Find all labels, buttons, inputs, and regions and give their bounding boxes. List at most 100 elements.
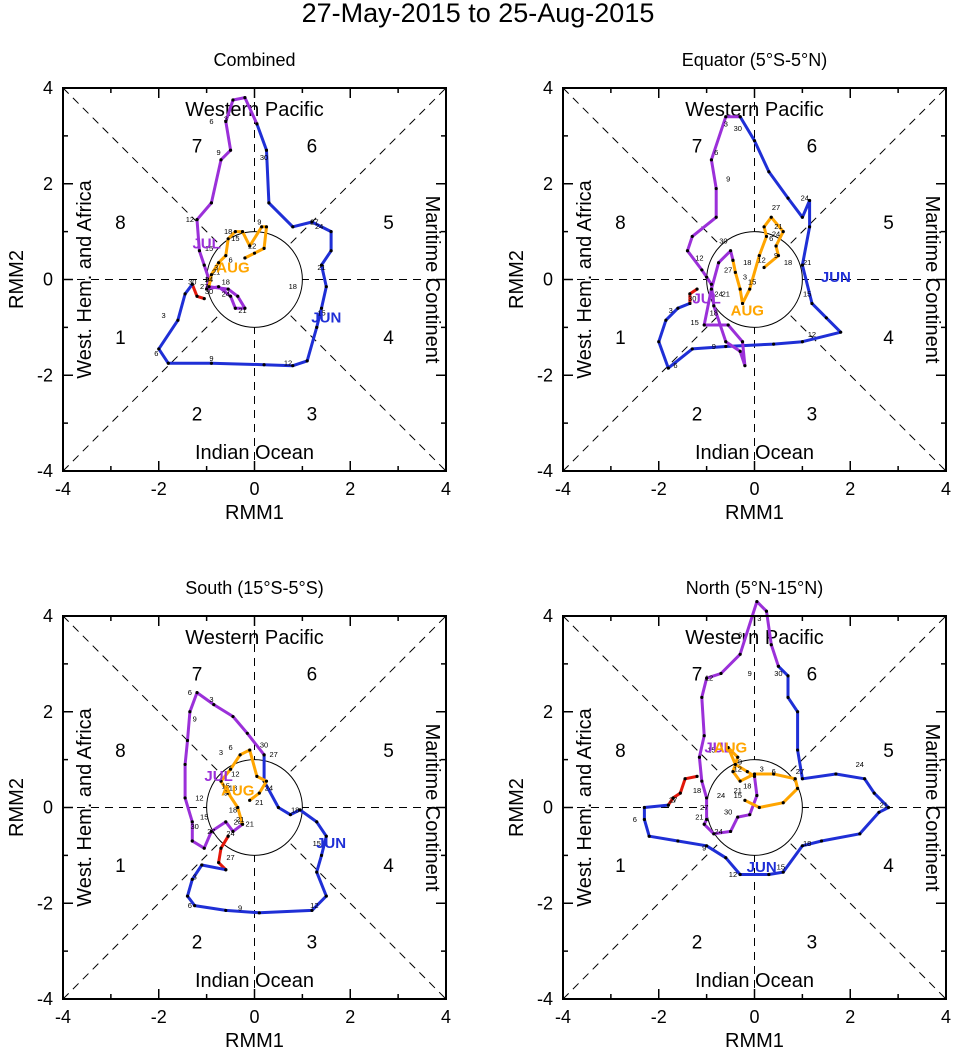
track-point: [200, 863, 204, 867]
track-point: [264, 225, 269, 229]
phase-number: 1: [115, 328, 126, 349]
track-point: [183, 762, 187, 767]
track-point: [193, 904, 197, 908]
track-aug: [726, 746, 800, 809]
phase-number: 8: [615, 741, 626, 762]
region-label-right: Maritime Continent: [421, 724, 443, 892]
track-jul: [183, 691, 266, 850]
track-point: [257, 791, 261, 795]
track-point: [255, 122, 259, 126]
day-label: 9: [193, 714, 197, 723]
track-point: [228, 148, 233, 152]
track-point: [858, 832, 862, 836]
panel-title: Combined: [213, 50, 295, 70]
track-point: [262, 246, 266, 250]
track-point: [233, 230, 237, 234]
track-point: [731, 769, 735, 774]
month-label: JUN: [821, 269, 851, 286]
phase-number: 4: [383, 856, 394, 877]
track-point: [243, 306, 247, 310]
track-point: [291, 225, 295, 229]
day-label: 18: [803, 839, 811, 848]
day-label: 12: [705, 674, 713, 683]
y-tick-label: 2: [43, 174, 53, 194]
track-point: [807, 225, 812, 229]
x-tick-label: -4: [55, 1007, 71, 1027]
track-point: [793, 777, 797, 781]
track-point: [685, 249, 690, 253]
track-point: [748, 287, 752, 291]
day-label: 3: [209, 695, 213, 704]
phase-number: 1: [115, 856, 126, 877]
track-point: [257, 911, 261, 915]
track-point: [877, 810, 881, 814]
track-point: [183, 292, 187, 296]
day-label: 15: [205, 244, 213, 253]
track-point: [764, 609, 769, 613]
track-point: [774, 244, 778, 248]
phase-number: 3: [307, 405, 318, 426]
track-point: [755, 793, 759, 798]
track-point: [185, 738, 190, 743]
phase-number: 6: [307, 136, 318, 157]
day-label: 6: [154, 349, 158, 358]
day-label: 27: [269, 750, 277, 759]
panel-title: North (5°N-15°N): [686, 578, 823, 598]
y-axis-label: RMM2: [506, 778, 528, 837]
y-tick-label: 0: [543, 270, 553, 290]
track-jun: [642, 664, 890, 876]
track-point: [762, 225, 766, 229]
region-label-right: Maritime Continent: [921, 724, 943, 892]
day-label: 30: [188, 277, 196, 286]
track-point: [205, 287, 209, 291]
unit-circle: [206, 759, 303, 856]
day-label: 24: [856, 760, 864, 769]
phase-number: 2: [692, 405, 703, 426]
day-label: 30: [734, 124, 742, 133]
track-point: [185, 894, 190, 898]
day-label: 6: [772, 767, 776, 776]
track-point: [795, 710, 800, 714]
track-point: [781, 230, 785, 234]
day-label: 15: [313, 839, 321, 848]
month-label: JUL: [204, 768, 232, 785]
day-label: 30: [190, 822, 198, 831]
phase-number: 5: [383, 741, 394, 762]
track-point: [207, 285, 211, 289]
phase-number: 6: [307, 664, 318, 685]
phase-number: 5: [383, 213, 394, 234]
y-tick-label: -2: [37, 365, 53, 385]
day-label: 21: [722, 289, 730, 298]
track-point: [700, 695, 704, 699]
x-tick-label: -4: [555, 479, 571, 499]
unit-circle: [206, 231, 303, 328]
track-point: [216, 261, 221, 265]
day-label: 15: [734, 791, 742, 800]
day-label: 18: [291, 805, 299, 814]
phase-number: 8: [115, 741, 126, 762]
track-point: [666, 366, 670, 370]
track-point: [238, 753, 242, 757]
y-axis-label: RMM2: [6, 250, 28, 309]
day-label: 3: [724, 119, 728, 128]
x-tick-label: -4: [555, 1007, 571, 1027]
track-point: [738, 287, 742, 291]
track-point: [315, 820, 319, 824]
track-point: [743, 798, 747, 802]
track-point: [769, 643, 773, 647]
day-label: 9: [712, 342, 716, 351]
track-point: [288, 813, 293, 817]
track-point: [291, 364, 295, 368]
day-label: 30: [205, 287, 213, 296]
track-point: [745, 769, 749, 774]
track-point: [324, 894, 328, 898]
figure-title: 27-May-2015 to 25-Aug-2015: [302, 0, 655, 28]
track-point: [800, 263, 804, 267]
track-point: [728, 249, 733, 253]
track-point: [714, 215, 718, 219]
day-label: 12: [284, 359, 292, 368]
track-point: [819, 839, 824, 843]
track-point: [688, 292, 692, 296]
track-point: [219, 158, 223, 162]
